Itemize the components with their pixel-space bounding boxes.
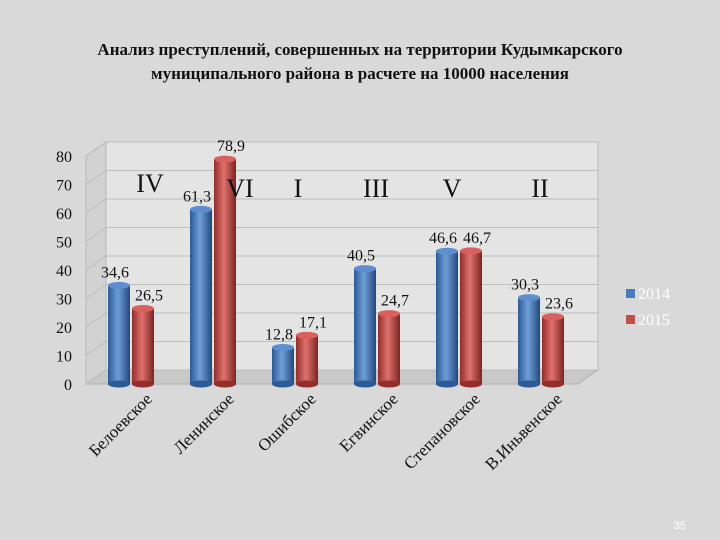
rank-label: VI (226, 174, 253, 203)
gridline (85, 170, 598, 185)
x-tick-label: Степановское (400, 389, 484, 473)
rank-labels: IV VI I III V II (136, 169, 548, 203)
data-label: 12,8 (265, 327, 293, 344)
y-tick-label: 40 (56, 263, 72, 280)
bar-top-2014-1 (108, 281, 130, 289)
bar-2014-4 (354, 268, 376, 384)
bar-base-2014-5 (436, 380, 458, 388)
x-axis: Белоевское Ленинское Ошибское ЕгвинскоеСтеп… (85, 389, 566, 473)
bar-base-2015-1 (132, 380, 154, 388)
bar-2014-6 (518, 297, 540, 384)
data-label: 17,1 (299, 314, 327, 331)
chart-title-line-2: муниципального района в расчете на 10000… (151, 64, 569, 83)
y-tick-label: 60 (56, 206, 72, 223)
page-number: 35 (673, 520, 686, 532)
data-label: 30,3 (511, 277, 539, 294)
y-tick-label: 70 (56, 178, 72, 195)
bar-top-2015-1 (132, 304, 154, 312)
bar-top-2014-2 (190, 205, 212, 213)
bar-top-2015-4 (378, 310, 400, 318)
gridline (85, 369, 598, 385)
bar-base-2015-5 (460, 380, 482, 388)
gridline (85, 227, 598, 242)
bar-2014-2 (190, 209, 212, 384)
chart-title: Анализ преступлений, совершенных на терр… (20, 38, 700, 86)
bar-base-2014-4 (354, 380, 376, 388)
x-tick-label: Егвинское (336, 389, 402, 455)
legend-label-2015: 2015 (638, 312, 670, 329)
gridline (85, 198, 598, 214)
bar-2014-5 (436, 251, 458, 384)
bar-2014-1 (108, 285, 130, 384)
y-tick-label: 80 (56, 149, 72, 166)
legend-swatch-2015 (626, 315, 635, 324)
gridline (85, 341, 598, 356)
legend-label-2014: 2014 (638, 286, 670, 303)
bar-base-2015-6 (542, 380, 564, 388)
rank-label: II (531, 174, 548, 203)
x-tick-label: В.Иньвенское (481, 389, 565, 473)
bar-base-2015-3 (296, 380, 318, 388)
bar-2015-4 (378, 313, 400, 384)
rank-label: IV (136, 169, 164, 198)
bar-base-2014-2 (190, 380, 212, 388)
data-label: 40,5 (347, 248, 375, 265)
bar-2015-5 (460, 250, 482, 384)
x-tick-label: Белоевское (85, 389, 156, 460)
y-tick-label: 20 (56, 320, 72, 337)
legend: 2014 2015 (626, 286, 670, 329)
bar-2014-3 (272, 347, 294, 384)
rank-label: V (443, 174, 462, 203)
gridline (85, 255, 598, 271)
data-label: 26,5 (135, 287, 163, 304)
data-labels: 34,6 26,5 61,3 78,9 12,8 17,1 40,5 24,7 46,6 46,7… (101, 138, 573, 343)
bars (108, 155, 564, 388)
bar-top-2014-6 (518, 294, 540, 302)
bar-2015-1 (132, 308, 154, 384)
bar-top-2015-3 (296, 331, 318, 339)
bar-2015-2 (214, 159, 236, 384)
bar-top-2014-4 (354, 265, 376, 273)
bar-base-2014-6 (518, 380, 540, 388)
bar-top-2014-3 (272, 344, 294, 352)
x-tick-label: Ленинское (170, 389, 238, 457)
bar-top-2015-5 (460, 247, 482, 255)
y-tick-label: 50 (56, 235, 72, 252)
bar-base-2015-4 (378, 380, 400, 388)
data-label: 23,6 (545, 296, 573, 313)
bar-2015-3 (296, 335, 318, 384)
rank-label: III (363, 174, 389, 203)
y-tick-label: 0 (64, 377, 72, 394)
bar-base-2015-2 (214, 380, 236, 388)
data-label: 34,6 (101, 264, 129, 281)
gridline (85, 312, 598, 328)
data-label: 24,7 (381, 293, 409, 310)
bar-top-2015-6 (542, 313, 564, 321)
data-label: 61,3 (183, 188, 211, 205)
chart-title-line-1: Анализ преступлений, совершенных на терр… (97, 40, 623, 59)
rank-label: I (294, 174, 303, 203)
y-tick-label: 30 (56, 292, 72, 309)
bar-top-2014-5 (436, 247, 458, 255)
bar-top-2015-2 (214, 155, 236, 163)
data-label: 78,9 (217, 138, 245, 155)
y-tick-label: 10 (56, 349, 72, 366)
legend-swatch-2014 (626, 289, 635, 298)
data-label: 46,7 (463, 230, 491, 247)
bar-base-2014-3 (272, 380, 294, 388)
bar-base-2014-1 (108, 380, 130, 388)
x-tick-label: Ошибское (254, 389, 320, 455)
data-label: 46,6 (429, 230, 457, 247)
y-axis: 0 10 20 30 40 50 60 70 80 (56, 141, 598, 394)
bar-2015-6 (542, 316, 564, 384)
gridline (85, 141, 598, 157)
gridline (85, 284, 598, 299)
